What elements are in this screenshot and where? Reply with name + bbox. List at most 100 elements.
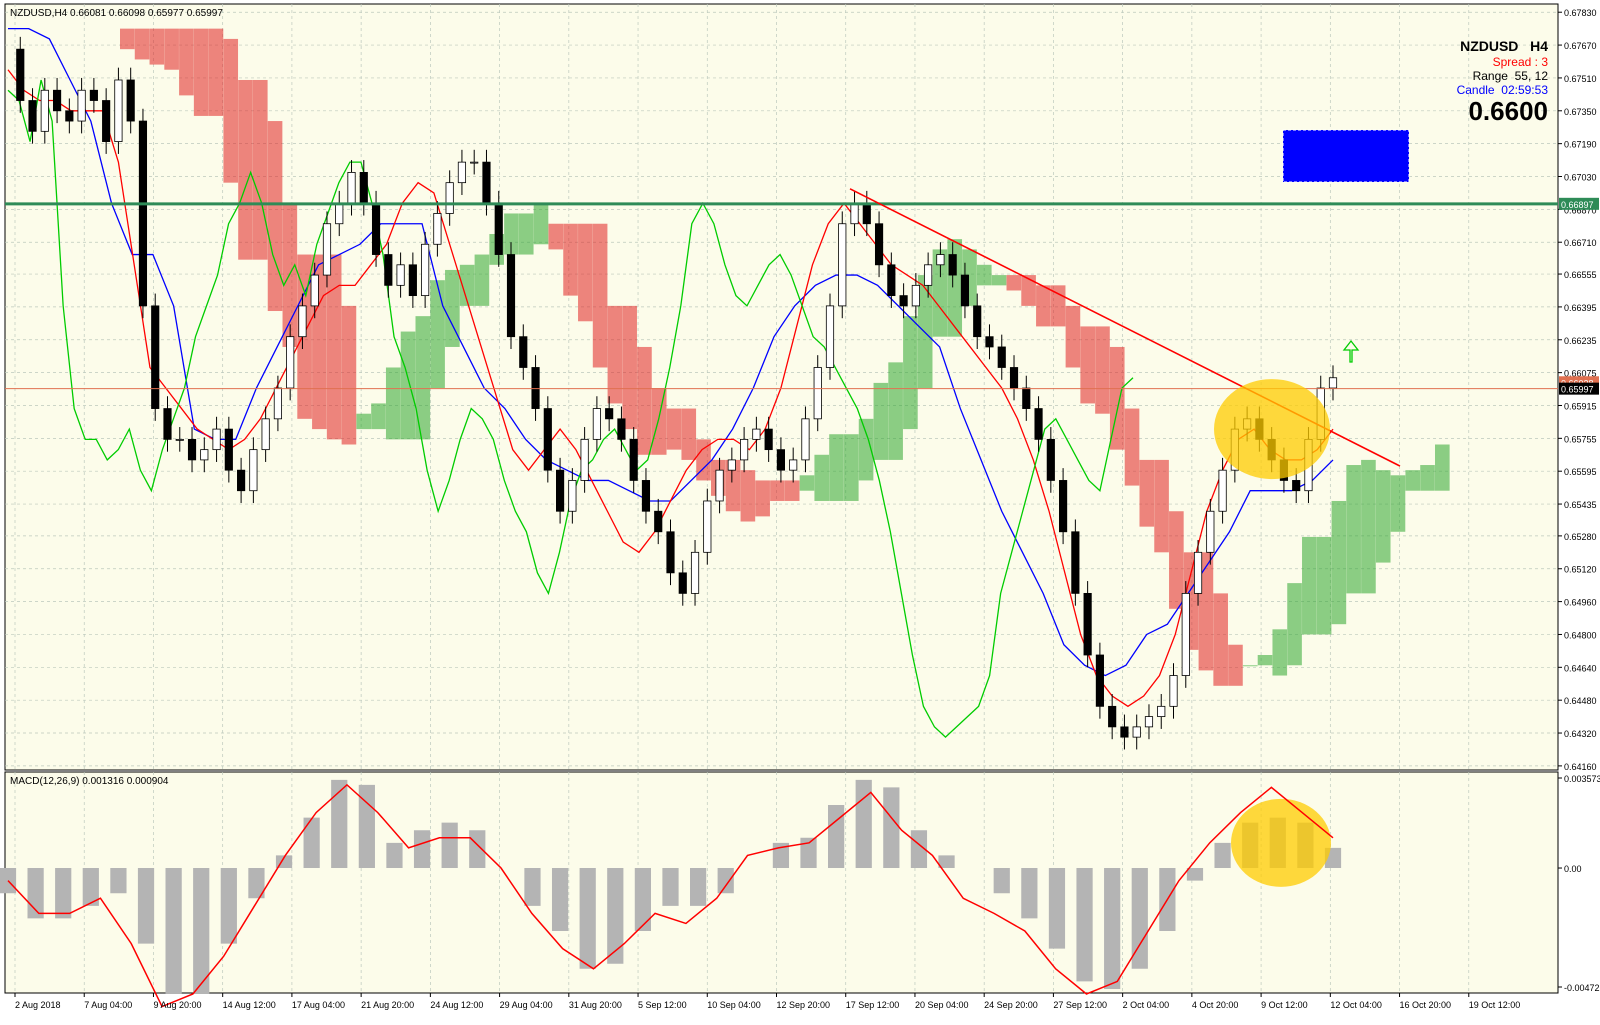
candle-body [1328,377,1338,389]
kumo-segment [1139,459,1155,527]
spread-value: 3 [1541,55,1548,69]
candle-body [494,202,503,255]
time-tick-label: 10 Sep 04:00 [707,1000,761,1010]
kumo-segment [445,269,460,347]
candle-body [801,418,810,461]
candle-body [556,469,565,512]
macd-tick-label: 0.00 [1564,864,1582,874]
macd-signal-line [7,783,1334,1008]
candle-body [1009,367,1019,389]
price-tick-label: 0.64800 [1564,630,1597,640]
resistance-price-label-bg [1559,197,1599,210]
candle-body [850,202,859,225]
candle-body [1157,705,1166,718]
kumo-segment [1095,326,1110,414]
range-info: Range 55, 12 [1473,69,1548,83]
price-tick-label: 0.65280 [1564,532,1597,542]
kumo-segment [578,223,593,322]
blue-box [1282,129,1410,183]
kumo-segment [1375,470,1391,563]
candle-body [200,449,209,461]
candle-body [568,480,577,512]
kumo-segment [533,203,549,245]
candle-body [690,551,700,594]
price-tick-label: 0.66395 [1564,303,1597,313]
candle-body [335,202,344,225]
kumo-segment [1124,408,1140,486]
kumo-segment [725,459,741,512]
kumo-segment [888,362,903,460]
candle-body [666,531,675,574]
kumo-segment [223,38,239,183]
time-tick-label: 19 Oct 12:00 [1469,1000,1521,1010]
range-value: 55, 12 [1514,69,1548,83]
kumo-segment [770,480,785,501]
candle-body [936,254,945,266]
candle-body [261,418,270,451]
candle-body [89,89,98,101]
candle-body [727,459,736,471]
time-tick-label: 24 Sep 20:00 [984,1000,1038,1010]
kumo-segment [430,280,445,389]
candle-body [1169,675,1178,707]
kumo-segment [976,264,992,286]
candle-body [985,336,994,348]
big-price: 0.6600 [1468,96,1548,126]
macd-highlight-ellipse [1231,798,1331,887]
candle-body [371,202,381,255]
candle-value: 02:59:53 [1501,83,1548,97]
candle-body [911,284,920,307]
kumo-segment [400,331,416,440]
candle-body [924,264,933,286]
candle-body [703,500,712,553]
candle-body [752,428,761,440]
time-tick-label: 12 Sep 20:00 [777,1000,831,1010]
macd-panel [4,771,1559,994]
kumo-segment [991,275,1007,286]
candle-body [629,438,638,481]
candle-body [592,408,601,440]
kumo-segment [1080,326,1096,404]
price-tick-label: 0.65435 [1564,500,1597,510]
macd-label: MACD(12,26,9) 0.001316 0.000904 [10,776,169,787]
price-tick-label: 0.64160 [1564,762,1597,772]
kumo-segment [134,28,150,60]
candle-body [445,182,454,214]
kumo-segment [903,316,918,430]
kumo-segment [238,79,253,260]
symbol-name: NZDUSD [1460,38,1519,54]
up-arrow-icon [1342,339,1360,363]
kumo-segment [385,367,401,440]
price-tick-label: 0.64480 [1564,696,1597,706]
candle-body [359,171,368,204]
time-tick-label: 5 Sep 12:00 [638,1000,687,1010]
candle-body [52,89,62,112]
candle-body [212,428,221,451]
kumo-segment [1154,459,1169,553]
candle-body [997,346,1006,368]
kumo-segment [917,275,933,389]
candle-body [1292,480,1301,492]
kumo-segment [179,28,194,96]
kumo-segment [814,454,830,501]
spread-info: Spread : 3 [1492,55,1548,69]
time-tick-label: 29 Aug 04:00 [500,1000,553,1010]
resistance-price-label: 0.66897 [1561,200,1594,210]
time-tick-label: 21 Aug 20:00 [361,1000,414,1010]
kumo-segment [518,213,534,255]
candle-body [114,79,123,142]
candle-body [506,254,516,338]
kumo-segment [1390,475,1406,532]
candle-body [40,89,49,132]
candle-body [1206,510,1215,553]
candle-body [286,336,295,389]
range-label: Range [1472,69,1508,83]
candle-body [617,418,626,440]
candle-body [825,305,835,368]
candle-body [408,264,417,297]
price-tick-label: 0.64640 [1564,663,1597,673]
candle-body [457,161,467,184]
candle-body [1108,705,1117,728]
kumo-segment [829,434,844,501]
kumo-segment [622,305,637,430]
